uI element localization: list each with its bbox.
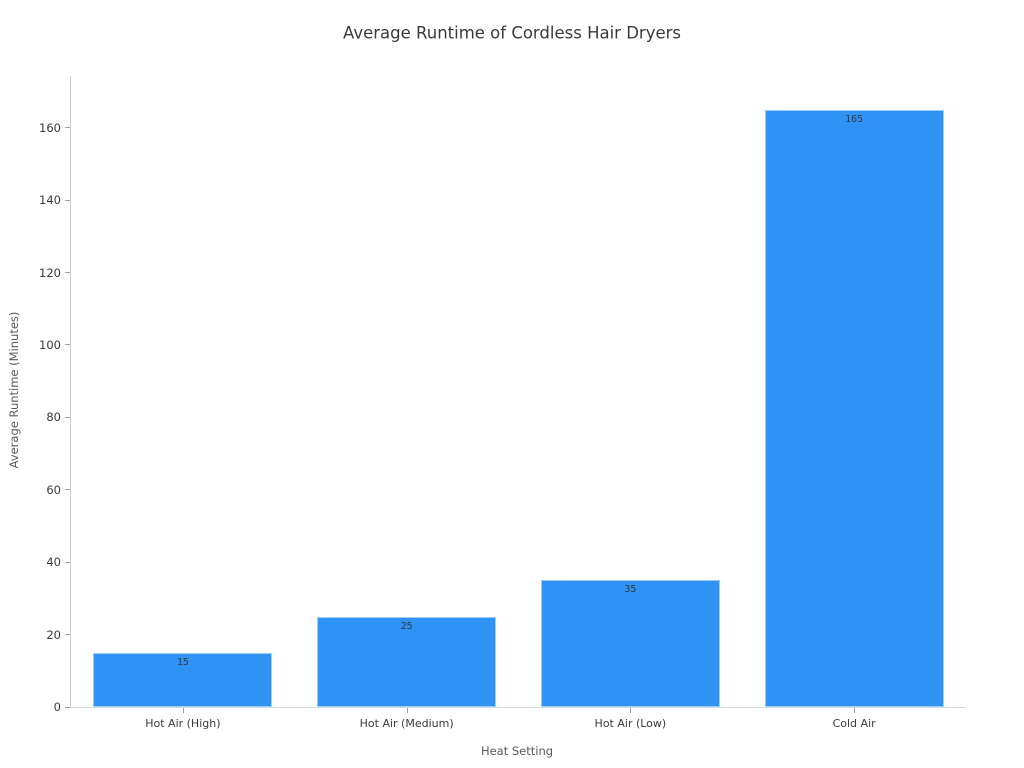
- x-axis-title: Heat Setting: [480, 744, 554, 758]
- y-tick-mark: [65, 416, 70, 418]
- y-tick-mark: [65, 199, 70, 201]
- y-tick-mark: [65, 127, 70, 129]
- y-tick-mark: [65, 706, 70, 708]
- y-tick-label: 140: [39, 193, 61, 208]
- y-tick-mark: [65, 272, 70, 274]
- x-tick-mark: [406, 708, 408, 713]
- y-tick-label: 80: [46, 410, 61, 425]
- y-tick-label: 20: [46, 627, 61, 642]
- x-tick-mark: [854, 708, 856, 713]
- bar-4: 165: [764, 109, 944, 707]
- y-tick-mark: [65, 561, 70, 563]
- y-tick-label: 160: [39, 120, 61, 135]
- bar-value-label: 165: [845, 113, 864, 125]
- bar-value-label: 25: [400, 620, 413, 632]
- plot-area: 0 20 40 60 80 100 120 140 160 15 Hot Air (High) 25 H…: [39, 76, 966, 730]
- y-tick-label: 100: [39, 337, 61, 352]
- y-tick-mark: [65, 489, 70, 491]
- y-tick-label: 120: [39, 265, 61, 280]
- x-tick-label: Cold Air: [832, 717, 876, 730]
- y-tick-label: 0: [53, 700, 61, 714]
- bar-3: 35: [540, 580, 720, 707]
- y-tick-label: 40: [46, 555, 61, 570]
- bar-1: 15: [93, 652, 273, 707]
- x-tick-label: Hot Air (Medium): [359, 717, 454, 730]
- x-tick-mark: [630, 708, 632, 713]
- x-tick-label: Hot Air (Low): [594, 717, 667, 730]
- bar-2: 25: [317, 616, 497, 707]
- bar-value-label: 35: [624, 584, 637, 596]
- y-tick-mark: [65, 634, 70, 636]
- x-tick-label: Hot Air (High): [145, 717, 221, 730]
- chart-title: Average Runtime of Cordless Hair Dryers: [343, 23, 681, 43]
- x-tick-mark: [182, 708, 184, 713]
- y-tick-label: 60: [46, 482, 61, 497]
- y-axis-title: Average Runtime (Minutes): [7, 311, 21, 469]
- bar-value-label: 15: [176, 656, 189, 668]
- y-tick-mark: [65, 344, 70, 346]
